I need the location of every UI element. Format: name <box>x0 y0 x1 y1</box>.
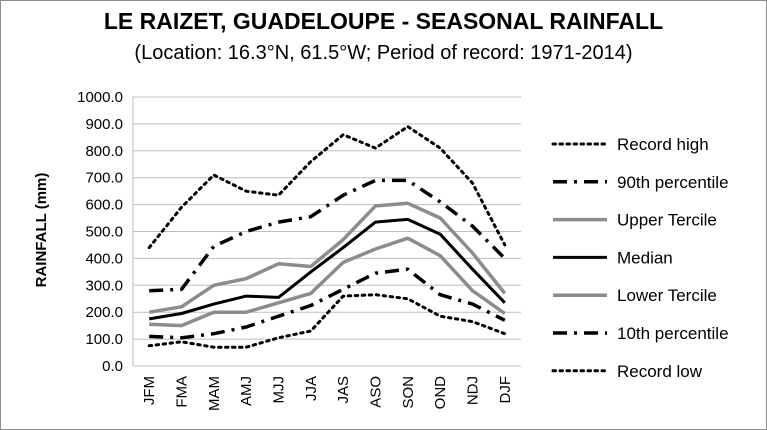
x-tick-label: SON <box>400 376 417 409</box>
y-axis-ticks: 0.0 100.0 200.0 300.0 400.0 500.0 600.0 700.0 80… <box>77 89 123 375</box>
series-line-record-high <box>147 125 507 250</box>
series-line-10th-percentile <box>149 267 506 340</box>
x-axis-ticks: JFM FMA MAM AMJ MJJ JJA JAS ASO SON OND NDJ DJF <box>141 376 514 411</box>
y-tick-label: 0.0 <box>102 358 123 375</box>
chart-subtitle: (Location: 16.3°N, 61.5°W; Period of rec… <box>134 42 633 64</box>
series-lines <box>147 125 507 349</box>
x-tick-label: AMJ <box>238 376 255 406</box>
chart-title: LE RAIZET, GUADELOUPE - SEASONAL RAINFAL… <box>103 8 664 34</box>
legend-label: Median <box>617 248 673 267</box>
series-line-90th-percentile <box>149 178 507 293</box>
y-tick-label: 400.0 <box>85 250 123 267</box>
y-tick-label: 800.0 <box>85 143 123 160</box>
legend-label: 90th percentile <box>617 173 729 192</box>
y-tick-label: 300.0 <box>85 277 123 294</box>
x-tick-label: JAS <box>335 376 352 404</box>
x-tick-label: MJJ <box>271 376 288 404</box>
x-tick-label: OND <box>432 376 449 410</box>
y-axis-label: RAINFALL (mm) <box>33 173 50 288</box>
x-tick-label: ASO <box>368 376 385 408</box>
series-line-upper-tercile <box>148 201 507 314</box>
y-tick-label: 600.0 <box>85 197 123 214</box>
y-tick-label: 500.0 <box>85 224 123 241</box>
legend-label: Record low <box>617 362 703 381</box>
legend-label: Record high <box>617 135 709 154</box>
series-line-record-low <box>147 293 507 349</box>
legend-label: Lower Tercile <box>617 286 717 305</box>
legend-label: 10th percentile <box>617 324 729 343</box>
x-tick-label: JJA <box>303 376 320 401</box>
gridlines <box>132 96 521 367</box>
x-tick-label: FMA <box>174 376 191 408</box>
y-tick-label: 900.0 <box>85 116 123 133</box>
y-tick-label: 200.0 <box>85 304 123 321</box>
x-tick-label: JFM <box>141 376 158 405</box>
x-tick-label: DJF <box>497 376 514 404</box>
y-tick-label: 700.0 <box>85 170 123 187</box>
y-tick-label: 100.0 <box>85 331 123 348</box>
legend: Record high 90th percentile Upper Tercile M… <box>551 135 729 381</box>
legend-label: Upper Tercile <box>617 211 717 230</box>
series-line-median <box>148 217 506 321</box>
x-tick-label: MAM <box>206 376 223 411</box>
series-line-lower-tercile <box>149 236 506 328</box>
y-tick-label: 1000.0 <box>77 89 123 106</box>
x-tick-label: NDJ <box>465 376 482 405</box>
